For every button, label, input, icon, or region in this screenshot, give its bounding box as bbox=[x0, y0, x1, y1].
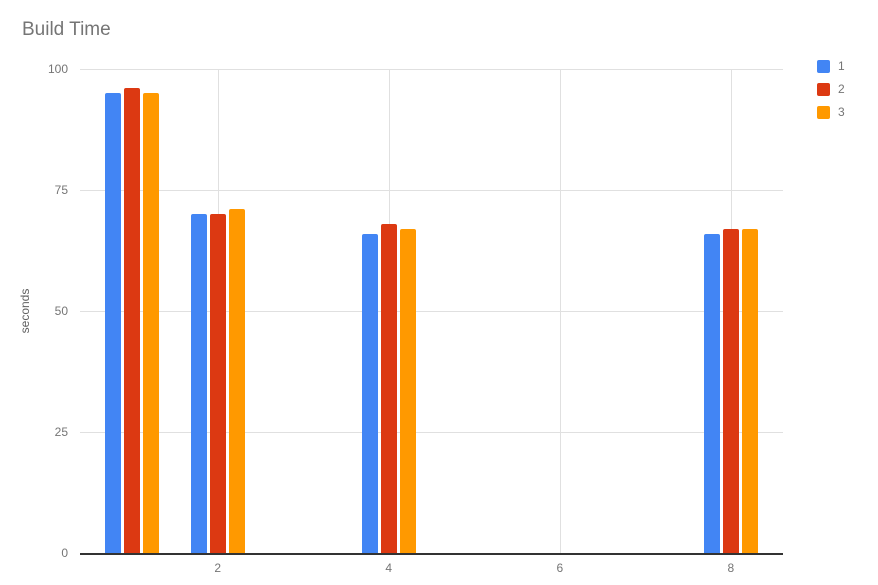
bar-series-2-group-1[interactable] bbox=[124, 88, 141, 553]
y-tick-label: 100 bbox=[47, 62, 68, 76]
bar-series-2-group-8[interactable] bbox=[722, 228, 739, 553]
bar-series-3-group-1[interactable] bbox=[143, 93, 160, 553]
legend-swatch-icon bbox=[817, 82, 830, 96]
bar-series-1-group-2[interactable] bbox=[190, 214, 207, 553]
bar-series-1-group-4[interactable] bbox=[361, 233, 378, 553]
bar-series-1-group-8[interactable] bbox=[703, 233, 720, 553]
x-tick-label: 8 bbox=[727, 561, 735, 575]
bar-series-3-group-8[interactable] bbox=[741, 228, 758, 553]
bar-series-1-group-1[interactable] bbox=[105, 93, 122, 553]
chart-title: Build Time bbox=[22, 19, 111, 40]
y-gridline bbox=[80, 432, 783, 433]
bar-series-2-group-4[interactable] bbox=[380, 223, 397, 553]
x-axis-line bbox=[80, 552, 783, 555]
x-tick-label: 4 bbox=[385, 561, 393, 575]
legend-label: 1 bbox=[838, 59, 845, 73]
x-tick-label: 2 bbox=[214, 561, 222, 575]
legend-swatch-icon bbox=[817, 105, 830, 119]
bar-series-3-group-4[interactable] bbox=[399, 228, 416, 553]
legend-item-1[interactable]: 1 bbox=[817, 59, 845, 73]
x-tick-label: 6 bbox=[556, 561, 564, 575]
legend-item-3[interactable]: 3 bbox=[817, 105, 845, 119]
y-tick-label: 50 bbox=[54, 304, 68, 318]
y-tick-label: 0 bbox=[61, 546, 68, 560]
legend-swatch-icon bbox=[817, 59, 830, 73]
bar-series-2-group-2[interactable] bbox=[209, 214, 226, 553]
bar-series-3-group-2[interactable] bbox=[228, 209, 245, 553]
y-tick-label: 75 bbox=[54, 183, 68, 197]
legend-label: 3 bbox=[838, 105, 845, 119]
y-gridline bbox=[80, 69, 783, 70]
y-gridline bbox=[80, 311, 783, 312]
legend-label: 2 bbox=[838, 82, 845, 96]
legend-item-2[interactable]: 2 bbox=[817, 82, 845, 96]
y-gridline bbox=[80, 190, 783, 191]
legend: 1 2 3 bbox=[817, 59, 845, 119]
y-tick-label: 25 bbox=[54, 425, 68, 439]
